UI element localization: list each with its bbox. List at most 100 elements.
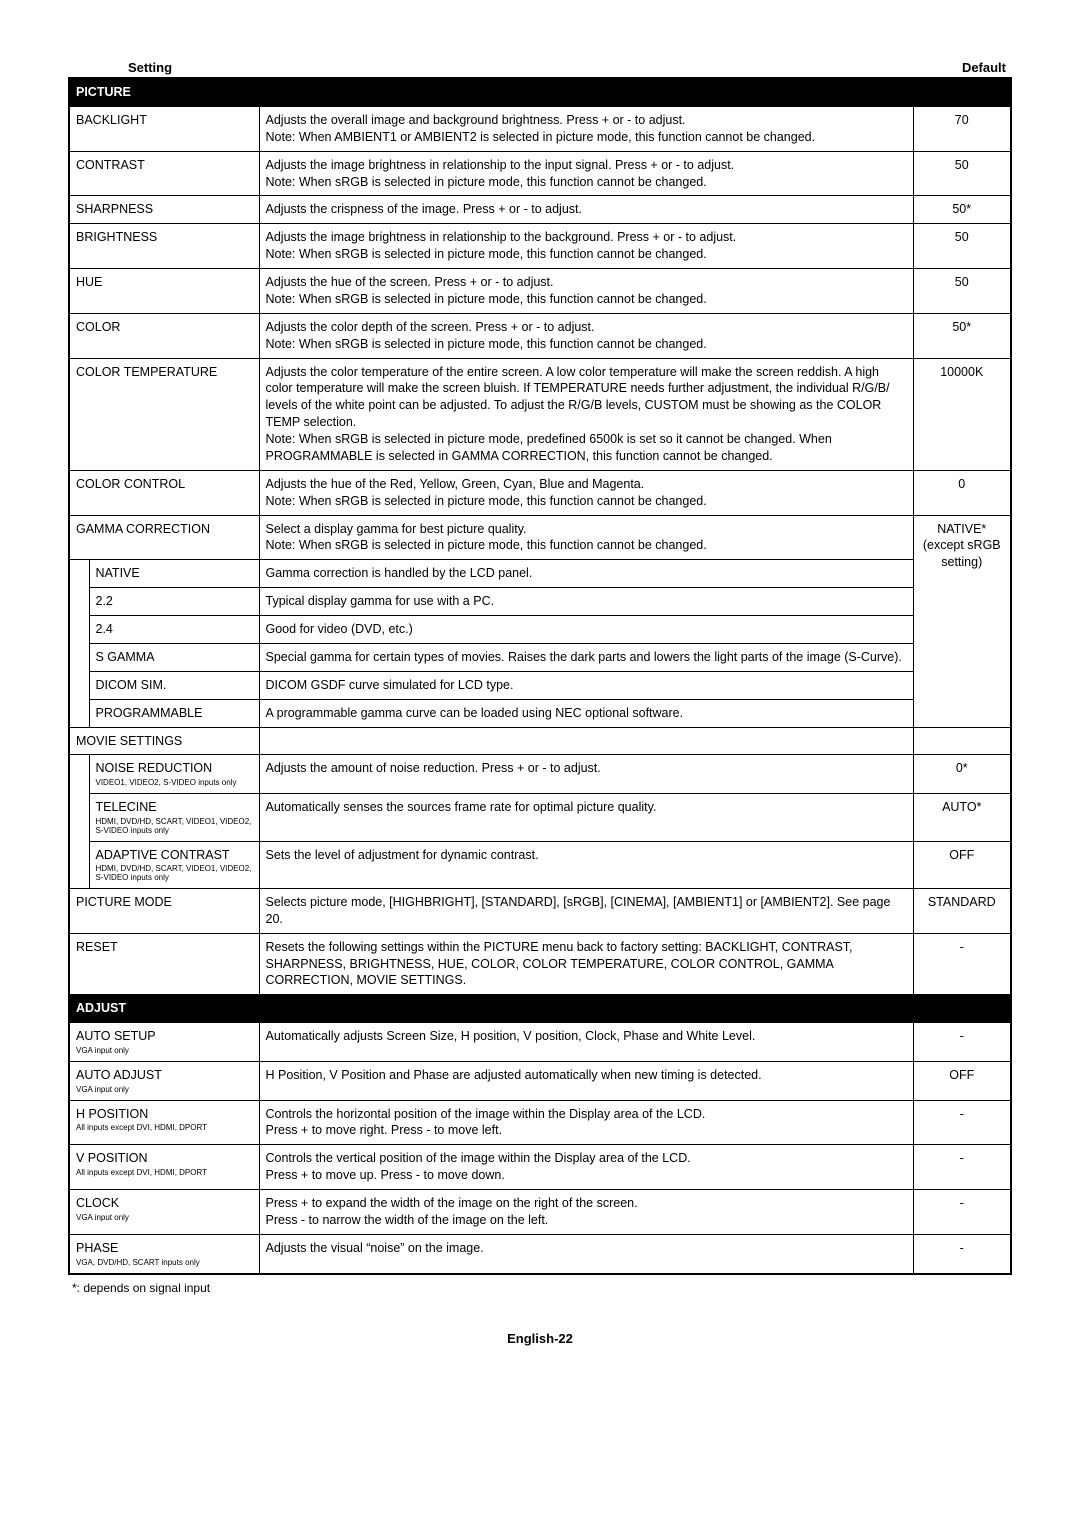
label-autosetup-sub: VGA input only bbox=[76, 1047, 253, 1056]
section-row-picture: PICTURE bbox=[69, 78, 1011, 106]
default-autoadjust: OFF bbox=[913, 1061, 1011, 1100]
row-autosetup: AUTO SETUP VGA input only Automatically … bbox=[69, 1023, 1011, 1062]
default-autosetup: - bbox=[913, 1023, 1011, 1062]
header-default: Default bbox=[962, 60, 1006, 75]
row-brightness: BRIGHTNESS Adjusts the image brightness … bbox=[69, 224, 1011, 269]
row-adaptive: ADAPTIVE CONTRAST HDMI, DVD/HD, SCART, V… bbox=[69, 841, 1011, 888]
row-hpos: H POSITION All inputs except DVI, HDMI, … bbox=[69, 1100, 1011, 1145]
page-footer: English-22 bbox=[68, 1331, 1012, 1346]
label-noise: NOISE REDUCTION VIDEO1, VIDEO2, S-VIDEO … bbox=[89, 755, 259, 794]
footnote: *: depends on signal input bbox=[68, 1275, 1012, 1295]
desc-noise: Adjusts the amount of noise reduction. P… bbox=[259, 755, 913, 794]
row-gamma-dicom: DICOM SIM. DICOM GSDF curve simulated fo… bbox=[69, 671, 1011, 699]
label-noise-sub: VIDEO1, VIDEO2, S-VIDEO inputs only bbox=[96, 779, 253, 788]
label-picturemode: PICTURE MODE bbox=[69, 888, 259, 933]
label-adaptive-sub: HDMI, DVD/HD, SCART, VIDEO1, VIDEO2, S-V… bbox=[96, 865, 253, 883]
row-gamma: GAMMA CORRECTION Select a display gamma … bbox=[69, 515, 1011, 560]
default-movie-empty bbox=[913, 727, 1011, 755]
row-backlight: BACKLIGHT Adjusts the overall image and … bbox=[69, 106, 1011, 151]
default-colorcontrol: 0 bbox=[913, 470, 1011, 515]
label-vpos: V POSITION All inputs except DVI, HDMI, … bbox=[69, 1145, 259, 1190]
label-adaptive-main: ADAPTIVE CONTRAST bbox=[96, 848, 230, 862]
row-gamma-24: 2.4 Good for video (DVD, etc.) bbox=[69, 616, 1011, 644]
label-telecine-main: TELECINE bbox=[96, 800, 157, 814]
default-picturemode: STANDARD bbox=[913, 888, 1011, 933]
desc-backlight: Adjusts the overall image and background… bbox=[259, 106, 913, 151]
desc-colorcontrol: Adjusts the hue of the Red, Yellow, Gree… bbox=[259, 470, 913, 515]
label-gamma-sgamma: S GAMMA bbox=[89, 643, 259, 671]
label-clock: CLOCK VGA input only bbox=[69, 1190, 259, 1235]
default-brightness: 50 bbox=[913, 224, 1011, 269]
label-gamma-24: 2.4 bbox=[89, 616, 259, 644]
label-telecine: TELECINE HDMI, DVD/HD, SCART, VIDEO1, VI… bbox=[89, 794, 259, 841]
label-hpos-main: H POSITION bbox=[76, 1107, 148, 1121]
header-setting: Setting bbox=[128, 60, 172, 75]
desc-picturemode: Selects picture mode, [HIGHBRIGHT], [STA… bbox=[259, 888, 913, 933]
default-telecine: AUTO* bbox=[913, 794, 1011, 841]
label-autosetup: AUTO SETUP VGA input only bbox=[69, 1023, 259, 1062]
row-movie: MOVIE SETTINGS bbox=[69, 727, 1011, 755]
label-noise-main: NOISE REDUCTION bbox=[96, 761, 213, 775]
label-autoadjust: AUTO ADJUST VGA input only bbox=[69, 1061, 259, 1100]
desc-brightness: Adjusts the image brightness in relation… bbox=[259, 224, 913, 269]
desc-hue: Adjusts the hue of the screen. Press + o… bbox=[259, 269, 913, 314]
row-clock: CLOCK VGA input only Press + to expand t… bbox=[69, 1190, 1011, 1235]
label-phase: PHASE VGA, DVD/HD, SCART inputs only bbox=[69, 1234, 259, 1273]
section-adjust-title: ADJUST bbox=[69, 995, 1011, 1023]
default-hpos: - bbox=[913, 1100, 1011, 1145]
desc-telecine: Automatically senses the sources frame r… bbox=[259, 794, 913, 841]
row-picturemode: PICTURE MODE Selects picture mode, [HIGH… bbox=[69, 888, 1011, 933]
desc-vpos: Controls the vertical position of the im… bbox=[259, 1145, 913, 1190]
default-gamma: NATIVE*(except sRGB setting) bbox=[913, 515, 1011, 727]
desc-gamma-native: Gamma correction is handled by the LCD p… bbox=[259, 560, 913, 588]
row-gamma-22: 2.2 Typical display gamma for use with a… bbox=[69, 588, 1011, 616]
label-hue: HUE bbox=[69, 269, 259, 314]
label-autoadjust-main: AUTO ADJUST bbox=[76, 1068, 162, 1082]
row-noise: NOISE REDUCTION VIDEO1, VIDEO2, S-VIDEO … bbox=[69, 755, 1011, 794]
row-phase: PHASE VGA, DVD/HD, SCART inputs only Adj… bbox=[69, 1234, 1011, 1273]
label-hpos-sub: All inputs except DVI, HDMI, DPORT bbox=[76, 1124, 253, 1133]
row-telecine: TELECINE HDMI, DVD/HD, SCART, VIDEO1, VI… bbox=[69, 794, 1011, 841]
label-reset: RESET bbox=[69, 933, 259, 995]
default-phase: - bbox=[913, 1234, 1011, 1273]
indent-gamma bbox=[69, 560, 89, 727]
desc-color: Adjusts the color depth of the screen. P… bbox=[259, 313, 913, 358]
label-hpos: H POSITION All inputs except DVI, HDMI, … bbox=[69, 1100, 259, 1145]
label-gamma-native: NATIVE bbox=[89, 560, 259, 588]
desc-gamma-22: Typical display gamma for use with a PC. bbox=[259, 588, 913, 616]
row-gamma-programmable: PROGRAMMABLE A programmable gamma curve … bbox=[69, 699, 1011, 727]
default-clock: - bbox=[913, 1190, 1011, 1235]
desc-reset: Resets the following settings within the… bbox=[259, 933, 913, 995]
label-brightness: BRIGHTNESS bbox=[69, 224, 259, 269]
row-color: COLOR Adjusts the color depth of the scr… bbox=[69, 313, 1011, 358]
desc-hpos: Controls the horizontal position of the … bbox=[259, 1100, 913, 1145]
row-gamma-native: NATIVE Gamma correction is handled by th… bbox=[69, 560, 1011, 588]
row-autoadjust: AUTO ADJUST VGA input only H Position, V… bbox=[69, 1061, 1011, 1100]
row-sharpness: SHARPNESS Adjusts the crispness of the i… bbox=[69, 196, 1011, 224]
label-sharpness: SHARPNESS bbox=[69, 196, 259, 224]
desc-clock: Press + to expand the width of the image… bbox=[259, 1190, 913, 1235]
label-gamma-programmable: PROGRAMMABLE bbox=[89, 699, 259, 727]
label-adaptive: ADAPTIVE CONTRAST HDMI, DVD/HD, SCART, V… bbox=[89, 841, 259, 888]
section-picture-title: PICTURE bbox=[69, 78, 1011, 106]
desc-autosetup: Automatically adjusts Screen Size, H pos… bbox=[259, 1023, 913, 1062]
row-gamma-sgamma: S GAMMA Special gamma for certain types … bbox=[69, 643, 1011, 671]
section-row-adjust: ADJUST bbox=[69, 995, 1011, 1023]
label-phase-main: PHASE bbox=[76, 1241, 118, 1255]
default-adaptive: OFF bbox=[913, 841, 1011, 888]
label-autoadjust-sub: VGA input only bbox=[76, 1086, 253, 1095]
desc-gamma-programmable: A programmable gamma curve can be loaded… bbox=[259, 699, 913, 727]
desc-phase: Adjusts the visual “noise” on the image. bbox=[259, 1234, 913, 1273]
label-phase-sub: VGA, DVD/HD, SCART inputs only bbox=[76, 1259, 253, 1268]
settings-table: PICTURE BACKLIGHT Adjusts the overall im… bbox=[68, 77, 1012, 1275]
desc-sharpness: Adjusts the crispness of the image. Pres… bbox=[259, 196, 913, 224]
label-gamma-dicom: DICOM SIM. bbox=[89, 671, 259, 699]
label-colortemp: COLOR TEMPERATURE bbox=[69, 358, 259, 470]
default-contrast: 50 bbox=[913, 151, 1011, 196]
desc-gamma-24: Good for video (DVD, etc.) bbox=[259, 616, 913, 644]
row-colorcontrol: COLOR CONTROL Adjusts the hue of the Red… bbox=[69, 470, 1011, 515]
label-contrast: CONTRAST bbox=[69, 151, 259, 196]
default-color: 50* bbox=[913, 313, 1011, 358]
page-container: Setting Default PICTURE BACKLIGHT Adjust… bbox=[0, 0, 1080, 1386]
table-header-row: Setting Default bbox=[68, 60, 1012, 77]
